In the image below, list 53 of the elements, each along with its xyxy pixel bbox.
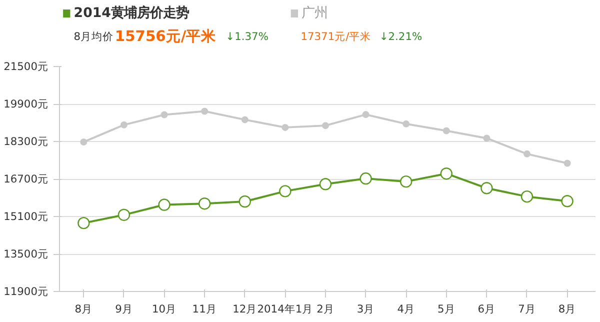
y-tick-label: 13500元	[4, 248, 49, 260]
point	[319, 178, 332, 190]
point	[564, 160, 571, 167]
text: ↓2.21%	[379, 30, 422, 43]
point	[400, 175, 412, 188]
point	[241, 116, 248, 124]
point	[362, 111, 370, 118]
point	[238, 195, 251, 208]
text: ↓1.37%	[226, 30, 268, 43]
y-tick-label: 11900元	[4, 285, 49, 298]
text: 8月均价	[74, 30, 114, 43]
x-tick-label: 11月	[192, 302, 217, 316]
y-tick-label: 18300元	[4, 135, 49, 148]
point	[520, 190, 534, 203]
x-tick-label: 5月	[437, 302, 456, 316]
x-tick-label: 7月	[518, 302, 536, 316]
x-tick-label: 3月	[356, 302, 375, 316]
point	[160, 111, 168, 118]
x-tick-label: 2月	[316, 302, 334, 316]
x-tick-label: 8月	[558, 302, 576, 316]
point	[440, 168, 452, 180]
y-tick-label: 19900元	[4, 98, 49, 110]
x-tick-label: 9月	[115, 302, 133, 316]
legend-label: 2014黄埔房价走势	[74, 5, 189, 21]
text: 17371元/平米	[300, 30, 372, 43]
point	[480, 182, 493, 194]
point	[322, 122, 329, 130]
x-tick-label: 6月	[478, 302, 496, 316]
point	[483, 134, 490, 142]
text: 15756元/平米	[114, 28, 218, 45]
point	[78, 216, 90, 230]
point	[282, 124, 289, 131]
y-tick-label: 21500元	[4, 60, 49, 73]
x-tick-label: 8月	[74, 302, 93, 316]
point	[360, 172, 372, 185]
legend-label: 广州	[302, 6, 328, 21]
point	[118, 208, 130, 221]
point	[523, 150, 530, 158]
x-tick-label: 4月	[397, 302, 415, 316]
x-tick-label: 10月	[152, 302, 177, 316]
point	[198, 198, 211, 210]
x-tick-label: 12月	[232, 302, 258, 316]
y-tick-label: 16700元	[4, 172, 49, 186]
point	[158, 198, 170, 211]
point	[279, 185, 292, 198]
x-tick-label: 2014年1月	[257, 302, 314, 316]
point	[201, 108, 208, 115]
point	[120, 121, 128, 128]
point	[561, 195, 574, 208]
point	[402, 120, 410, 128]
y-tick-label: 15100元	[4, 210, 49, 223]
point	[442, 127, 450, 134]
point	[80, 138, 88, 146]
